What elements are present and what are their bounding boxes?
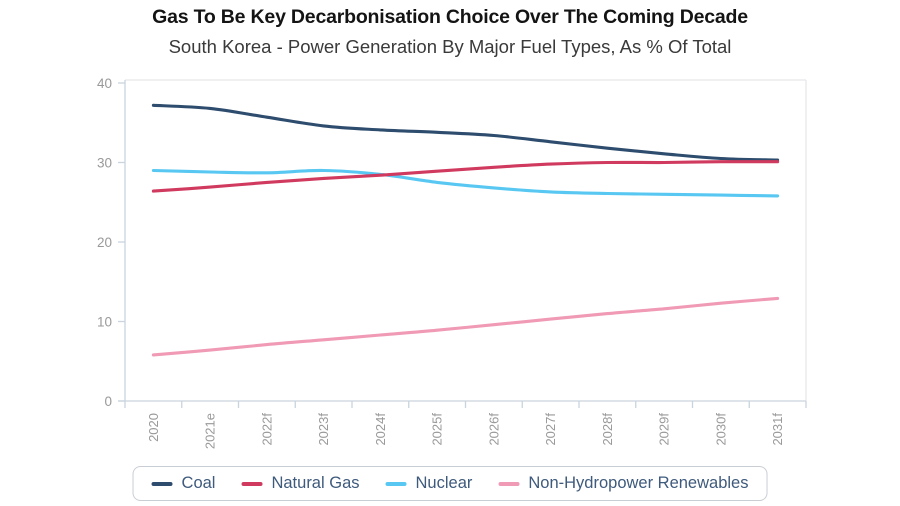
- legend-label: Nuclear: [415, 474, 473, 492]
- x-axis-label-2020: 2020: [146, 413, 161, 442]
- legend-item-coal[interactable]: Coal: [151, 474, 216, 493]
- x-axis-label-2023f: 2023f: [316, 413, 331, 446]
- x-axis-label-2030f: 2030f: [713, 413, 728, 446]
- x-axis-label-2027f: 2027f: [543, 413, 558, 446]
- x-axis-label-2026f: 2026f: [486, 413, 501, 446]
- x-axis-label-2022f: 2022f: [259, 413, 274, 446]
- series-line-natural-gas: [151, 160, 780, 193]
- legend-swatch-natural-gas: [241, 481, 263, 486]
- series-line-coal: [151, 103, 780, 162]
- y-axis-label-20: 20: [97, 235, 112, 250]
- legend-item-nuclear[interactable]: Nuclear: [385, 474, 473, 493]
- y-axis-label-30: 30: [97, 155, 112, 170]
- legend-item-non-hydropower-renewables[interactable]: Non-Hydropower Renewables: [498, 474, 748, 493]
- x-axis-label-2031f: 2031f: [770, 413, 785, 446]
- x-axis-label-2029f: 2029f: [657, 413, 672, 446]
- legend-swatch-coal: [151, 481, 173, 486]
- x-axis-label-2025f: 2025f: [430, 413, 445, 446]
- series-line-nuclear: [151, 168, 780, 198]
- y-axis-label-10: 10: [97, 314, 112, 329]
- x-axis-label-2024f: 2024f: [373, 413, 388, 446]
- y-axis-label-0: 0: [104, 394, 112, 409]
- legend-item-natural-gas[interactable]: Natural Gas: [241, 474, 360, 493]
- legend-swatch-nuclear: [385, 481, 407, 486]
- chart-title: Gas To Be Key Decarbonisation Choice Ove…: [152, 6, 748, 28]
- legend-label: Coal: [181, 474, 216, 492]
- legend: Coal Natural Gas Nuclear Non-Hydropower Ren…: [132, 466, 768, 501]
- x-axis-label-2021e: 2021e: [203, 413, 218, 449]
- legend-swatch-non-hydropower-renewables: [498, 481, 520, 486]
- legend-label: Non-Hydropower Renewables: [528, 474, 749, 492]
- x-axis-label-2028f: 2028f: [600, 413, 615, 446]
- legend-label: Natural Gas: [271, 474, 360, 492]
- chart-subtitle: South Korea - Power Generation By Major …: [168, 36, 732, 57]
- series-line-non-hydropower-renewables: [151, 296, 780, 357]
- y-axis-label-40: 40: [97, 76, 112, 91]
